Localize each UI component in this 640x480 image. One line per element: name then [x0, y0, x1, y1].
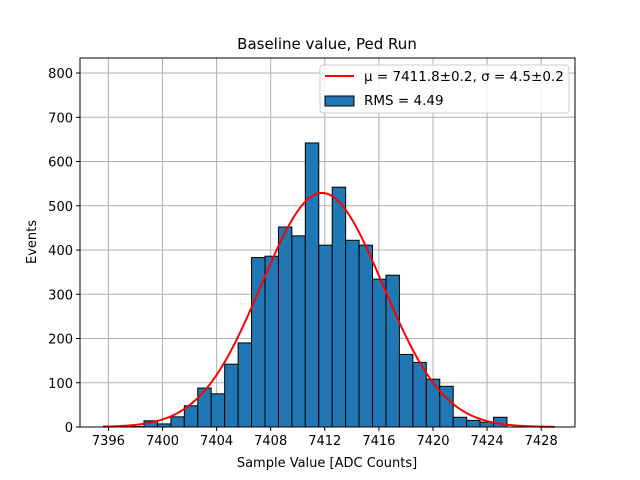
legend: μ = 7411.8±0.2, σ = 4.5±0.2 RMS = 4.49 — [319, 64, 570, 114]
histogram-bar — [170, 416, 185, 428]
x-tick-label: 7416 — [362, 434, 395, 449]
histogram-bar — [304, 142, 320, 428]
y-tick-label: 500 — [48, 200, 73, 215]
y-axis-ticks: 0 100 200 300 400 500 600 700 800 — [48, 67, 80, 436]
histogram-bar — [277, 226, 293, 428]
x-tick-label: 7408 — [254, 434, 287, 449]
histogram-bar — [372, 278, 387, 428]
x-tick-label: 7428 — [525, 434, 558, 449]
histogram-bar — [291, 235, 306, 428]
legend-box — [319, 64, 570, 114]
y-axis-label: Events — [25, 220, 40, 264]
histogram-bar — [237, 342, 253, 428]
histogram-bar — [452, 416, 468, 428]
x-tick-label: 7412 — [308, 434, 341, 449]
y-tick-label: 300 — [48, 288, 73, 303]
x-tick-label: 7420 — [416, 434, 449, 449]
histogram-bar — [331, 186, 347, 428]
histogram-bar — [318, 244, 333, 428]
y-tick-label: 600 — [48, 156, 73, 171]
y-tick-label: 400 — [48, 244, 73, 259]
y-tick-label: 700 — [48, 111, 73, 126]
histogram-bar — [197, 387, 212, 428]
histogram-bar — [183, 405, 199, 428]
legend-fit-label: μ = 7411.8±0.2, σ = 4.5±0.2 — [364, 69, 564, 85]
x-tick-label: 7424 — [471, 434, 504, 449]
histogram-bar — [264, 255, 279, 428]
histogram-bar — [210, 393, 226, 428]
legend-hist-swatch — [324, 95, 355, 107]
histogram-bar — [345, 239, 360, 428]
histogram-bar — [398, 353, 414, 428]
histogram-bar — [224, 363, 239, 428]
y-tick-label: 800 — [48, 67, 73, 82]
histogram-bar — [466, 419, 481, 428]
gaussian-fit-line — [102, 191, 555, 428]
chart-title: Baseline value, Ped Run — [237, 35, 417, 53]
x-axis-label: Sample Value [ADC Counts] — [237, 456, 417, 471]
histogram-bar — [358, 244, 374, 428]
legend-hist-label: RMS = 4.49 — [364, 93, 444, 109]
x-tick-label: 7400 — [146, 434, 179, 449]
histogram-bar — [425, 378, 441, 428]
x-axis-ticks: 7396 7400 7404 7408 7412 7416 7420 7424 7428 — [92, 427, 558, 449]
x-tick-label: 7404 — [200, 434, 233, 449]
plot-frame — [79, 57, 576, 428]
y-tick-label: 200 — [48, 333, 73, 348]
histogram-bar — [412, 361, 427, 428]
y-tick-label: 0 — [65, 421, 73, 436]
x-tick-label: 7396 — [92, 434, 125, 449]
y-tick-label: 100 — [48, 377, 73, 392]
